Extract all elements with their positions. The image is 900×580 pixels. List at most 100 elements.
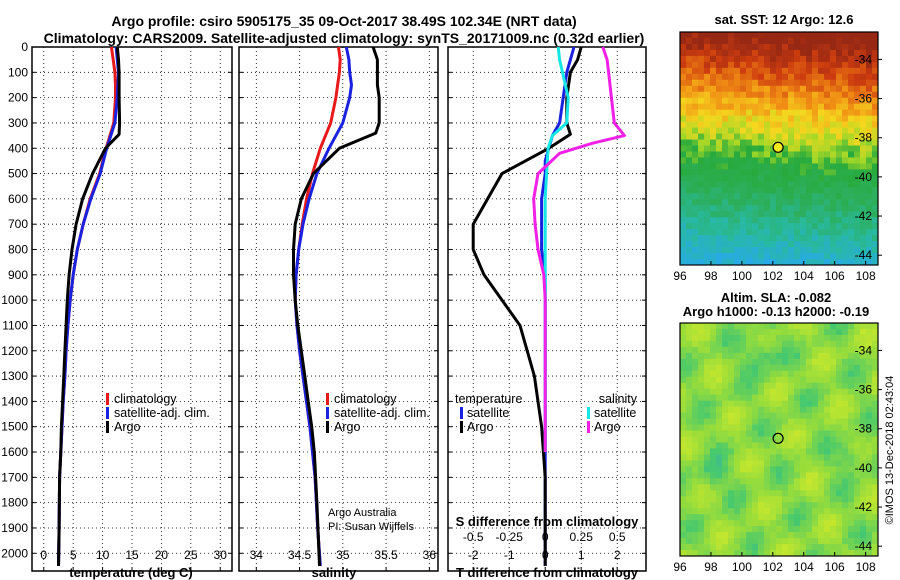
sla-cell [806, 388, 813, 396]
sst-cell [728, 181, 735, 188]
sla-cell [716, 412, 723, 419]
sst-cell [800, 235, 807, 242]
sla-cell [824, 406, 831, 414]
sla-cell [836, 466, 843, 473]
sst-cell [680, 97, 687, 105]
sla-cell [728, 442, 735, 449]
sla-cell [854, 424, 861, 431]
sla-cell [848, 520, 855, 527]
sla-cell [752, 382, 759, 390]
sst-cell [788, 187, 795, 194]
sst-cell [734, 169, 741, 176]
sla-cell [734, 424, 741, 431]
sst-cell [812, 235, 819, 242]
sla-cell [848, 412, 855, 419]
sst-cell [782, 235, 789, 242]
sla-cell [854, 532, 861, 539]
sla-cell [686, 418, 693, 425]
sst-cell [866, 43, 873, 51]
sst-cell [824, 259, 831, 266]
sla-cell [698, 412, 705, 419]
sla-cell [710, 448, 717, 455]
sst-cell [740, 205, 747, 212]
sla-cell [794, 478, 801, 485]
sla-cell [728, 466, 735, 473]
sla-cell [782, 424, 789, 431]
sst-cell [692, 229, 699, 236]
sst-cell [782, 67, 789, 75]
sla-cell [854, 490, 861, 497]
sst-cell [872, 205, 879, 212]
sla-cell [692, 376, 699, 384]
sla-cell [764, 490, 771, 497]
sla-cell [698, 478, 705, 485]
sla-cell [734, 388, 741, 396]
sst-cell [770, 229, 777, 236]
sla-cell [818, 472, 825, 479]
sst-cell [722, 49, 729, 57]
sla-cell [776, 448, 783, 455]
sla-cell [710, 532, 717, 539]
sla-cell [716, 340, 723, 348]
sst-cell [854, 247, 861, 254]
sst-cell [716, 217, 723, 224]
sla-cell [818, 382, 825, 390]
sla-cell [788, 430, 795, 437]
sla-cell [848, 424, 855, 431]
sla-cell [686, 334, 693, 342]
sst-cell [704, 49, 711, 57]
sst-cell [722, 169, 729, 176]
sst-cell [872, 103, 879, 111]
sla-cell [848, 538, 855, 545]
sla-cell [752, 400, 759, 408]
legend-swatch-satellite [326, 407, 329, 419]
sst-cell [854, 187, 861, 194]
sla-cell [680, 544, 687, 551]
sla-cell [812, 418, 819, 425]
sst-cell [788, 253, 795, 260]
sla-cell [692, 412, 699, 419]
sla-cell [698, 328, 705, 336]
sst-cell [812, 103, 819, 111]
sla-cell [698, 424, 705, 431]
sla-cell [872, 496, 879, 503]
sst-cell [764, 157, 771, 164]
sst-cell [860, 67, 867, 75]
sla-cell [722, 358, 729, 366]
sla-cell [854, 514, 861, 521]
sla-cell [734, 376, 741, 384]
legend-label-tdiff-argo: Argo [467, 420, 493, 434]
sla-cell [842, 544, 849, 551]
sla-cell [704, 538, 711, 545]
sst-cell [776, 97, 783, 105]
sla-cell [728, 370, 735, 378]
sst-cell [818, 37, 825, 45]
sla-cell [728, 323, 735, 330]
sst-cell [692, 235, 699, 242]
sst-cell [764, 217, 771, 224]
sst-cell [746, 253, 753, 260]
sst-cell [752, 199, 759, 206]
sla-cell [830, 532, 837, 539]
sst-cell [860, 32, 867, 39]
sst-cell [860, 199, 867, 206]
sst-cell [776, 217, 783, 224]
sla-cell [788, 538, 795, 545]
sst-cell [812, 247, 819, 254]
sst-cell [854, 55, 861, 63]
sla-cell [866, 412, 873, 419]
sst-cell [734, 85, 741, 93]
sst-cell [830, 97, 837, 105]
sla-cell [746, 514, 753, 521]
sla-cell [776, 424, 783, 431]
sst-cell [782, 217, 789, 224]
sla-cell [872, 370, 879, 378]
sst-cell [860, 181, 867, 188]
sla-cell [680, 538, 687, 545]
sla-cell [704, 484, 711, 491]
sst-cell [842, 139, 849, 146]
sla-cell [860, 508, 867, 515]
sst-cell [842, 133, 849, 140]
tick-label-depth: 600 [8, 192, 28, 206]
sst-cell [716, 247, 723, 254]
